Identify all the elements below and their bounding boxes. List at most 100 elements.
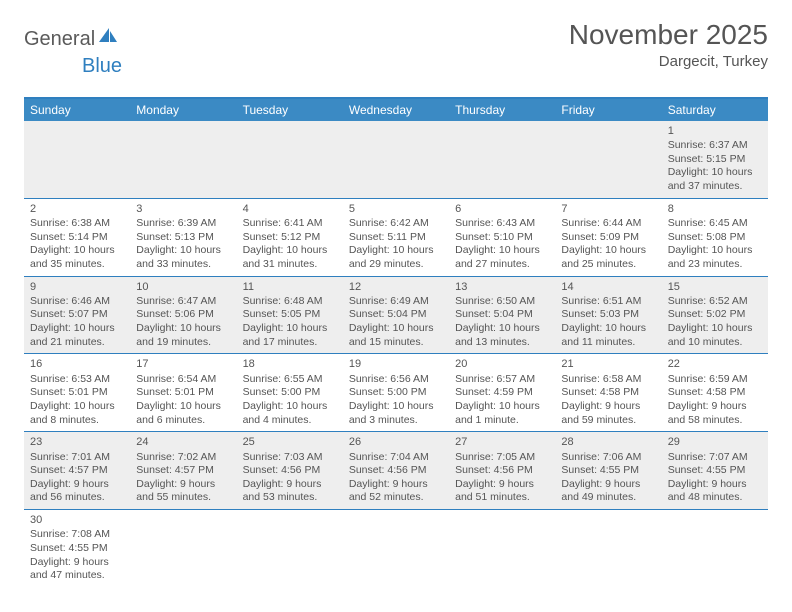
day-info-line: Sunset: 5:13 PM	[136, 231, 230, 245]
col-monday: Monday	[130, 98, 236, 121]
day-cell: 19Sunrise: 6:56 AMSunset: 5:00 PMDayligh…	[343, 354, 449, 432]
day-info-line: and 21 minutes.	[30, 336, 124, 350]
day-cell: 5Sunrise: 6:42 AMSunset: 5:11 PMDaylight…	[343, 198, 449, 276]
day-cell: 28Sunrise: 7:06 AMSunset: 4:55 PMDayligh…	[555, 432, 661, 510]
day-info-line: and 17 minutes.	[243, 336, 337, 350]
day-info-line: Sunset: 4:55 PM	[668, 464, 762, 478]
day-cell: 11Sunrise: 6:48 AMSunset: 5:05 PMDayligh…	[237, 276, 343, 354]
day-info-line: Sunrise: 6:45 AM	[668, 217, 762, 231]
day-info-line: and 1 minute.	[455, 414, 549, 428]
day-info-line: and 56 minutes.	[30, 491, 124, 505]
day-cell: 6Sunrise: 6:43 AMSunset: 5:10 PMDaylight…	[449, 198, 555, 276]
day-info-line: Sunrise: 6:59 AM	[668, 373, 762, 387]
day-cell: 13Sunrise: 6:50 AMSunset: 5:04 PMDayligh…	[449, 276, 555, 354]
day-info-line: and 29 minutes.	[349, 258, 443, 272]
day-cell: 17Sunrise: 6:54 AMSunset: 5:01 PMDayligh…	[130, 354, 236, 432]
day-info-line: and 47 minutes.	[30, 569, 124, 583]
day-info-line: Daylight: 9 hours	[561, 400, 655, 414]
day-info-line: Daylight: 10 hours	[136, 244, 230, 258]
day-number: 26	[349, 435, 443, 449]
day-info-line: Sunrise: 6:46 AM	[30, 295, 124, 309]
logo: General	[24, 26, 121, 51]
day-info-line: Sunset: 5:01 PM	[136, 386, 230, 400]
header-row: Sunday Monday Tuesday Wednesday Thursday…	[24, 98, 768, 121]
day-info-line: Sunrise: 6:55 AM	[243, 373, 337, 387]
day-number: 22	[668, 357, 762, 371]
day-cell	[237, 121, 343, 198]
day-info-line: Sunset: 5:00 PM	[349, 386, 443, 400]
calendar-table: Sunday Monday Tuesday Wednesday Thursday…	[24, 97, 768, 587]
day-cell: 27Sunrise: 7:05 AMSunset: 4:56 PMDayligh…	[449, 432, 555, 510]
day-info-line: Sunset: 5:05 PM	[243, 308, 337, 322]
day-number: 18	[243, 357, 337, 371]
day-info-line: Daylight: 10 hours	[30, 244, 124, 258]
day-info-line: and 59 minutes.	[561, 414, 655, 428]
day-number: 25	[243, 435, 337, 449]
day-number: 2	[30, 202, 124, 216]
day-info-line: Sunrise: 6:38 AM	[30, 217, 124, 231]
day-cell	[662, 510, 768, 587]
day-info-line: Sunrise: 7:01 AM	[30, 451, 124, 465]
day-info-line: Daylight: 10 hours	[30, 400, 124, 414]
day-number: 3	[136, 202, 230, 216]
day-info-line: Daylight: 9 hours	[668, 400, 762, 414]
day-info-line: Sunset: 5:06 PM	[136, 308, 230, 322]
day-info-line: Sunset: 4:58 PM	[668, 386, 762, 400]
day-info-line: Sunrise: 6:48 AM	[243, 295, 337, 309]
page-title: November 2025	[569, 20, 768, 51]
day-info-line: Daylight: 10 hours	[668, 244, 762, 258]
day-info-line: and 35 minutes.	[30, 258, 124, 272]
day-number: 27	[455, 435, 549, 449]
day-info-line: Sunrise: 6:56 AM	[349, 373, 443, 387]
day-cell: 23Sunrise: 7:01 AMSunset: 4:57 PMDayligh…	[24, 432, 130, 510]
day-cell: 4Sunrise: 6:41 AMSunset: 5:12 PMDaylight…	[237, 198, 343, 276]
day-info-line: Sunset: 4:56 PM	[243, 464, 337, 478]
day-info-line: Daylight: 10 hours	[349, 244, 443, 258]
week-row: 9Sunrise: 6:46 AMSunset: 5:07 PMDaylight…	[24, 276, 768, 354]
day-cell: 22 Sunrise: 6:59 AMSunset: 4:58 PMDayligh…	[662, 354, 768, 432]
day-cell	[555, 121, 661, 198]
day-info-line: Sunrise: 6:52 AM	[668, 295, 762, 309]
day-cell	[343, 510, 449, 587]
day-info-line: and 37 minutes.	[668, 180, 762, 194]
day-cell: 1Sunrise: 6:37 AMSunset: 5:15 PMDaylight…	[662, 121, 768, 198]
day-cell: 2Sunrise: 6:38 AMSunset: 5:14 PMDaylight…	[24, 198, 130, 276]
calendar-body: 1Sunrise: 6:37 AMSunset: 5:15 PMDaylight…	[24, 121, 768, 587]
day-info-line: Sunrise: 7:03 AM	[243, 451, 337, 465]
day-number: 10	[136, 280, 230, 294]
day-info-line: and 8 minutes.	[30, 414, 124, 428]
day-info-line: Sunset: 5:14 PM	[30, 231, 124, 245]
day-number: 4	[243, 202, 337, 216]
day-info-line: and 11 minutes.	[561, 336, 655, 350]
day-info-line: and 58 minutes.	[668, 414, 762, 428]
day-info-line: Daylight: 10 hours	[349, 322, 443, 336]
day-cell: 14Sunrise: 6:51 AMSunset: 5:03 PMDayligh…	[555, 276, 661, 354]
day-info-line: Daylight: 9 hours	[30, 556, 124, 570]
day-info-line: Sunset: 5:11 PM	[349, 231, 443, 245]
day-info-line: Daylight: 10 hours	[455, 322, 549, 336]
day-info-line: Sunrise: 7:06 AM	[561, 451, 655, 465]
day-info-line: Sunset: 5:15 PM	[668, 153, 762, 167]
day-info-line: Sunrise: 6:49 AM	[349, 295, 443, 309]
day-info-line: Daylight: 10 hours	[668, 322, 762, 336]
day-number: 6	[455, 202, 549, 216]
day-info-line: Sunset: 5:04 PM	[455, 308, 549, 322]
day-cell: 20Sunrise: 6:57 AMSunset: 4:59 PMDayligh…	[449, 354, 555, 432]
day-cell: 8Sunrise: 6:45 AMSunset: 5:08 PMDaylight…	[662, 198, 768, 276]
day-info-line: and 6 minutes.	[136, 414, 230, 428]
day-info-line: and 13 minutes.	[455, 336, 549, 350]
col-sunday: Sunday	[24, 98, 130, 121]
day-cell	[130, 121, 236, 198]
day-number: 11	[243, 280, 337, 294]
day-info-line: Sunrise: 6:57 AM	[455, 373, 549, 387]
day-info-line: Sunset: 5:02 PM	[668, 308, 762, 322]
day-info-line: Sunset: 4:56 PM	[455, 464, 549, 478]
day-info-line: and 10 minutes.	[668, 336, 762, 350]
day-number: 19	[349, 357, 443, 371]
day-number: 16	[30, 357, 124, 371]
day-info-line: Sunrise: 6:39 AM	[136, 217, 230, 231]
day-info-line: and 27 minutes.	[455, 258, 549, 272]
week-row: 2Sunrise: 6:38 AMSunset: 5:14 PMDaylight…	[24, 198, 768, 276]
day-info-line: Sunset: 5:04 PM	[349, 308, 443, 322]
day-cell	[237, 510, 343, 587]
